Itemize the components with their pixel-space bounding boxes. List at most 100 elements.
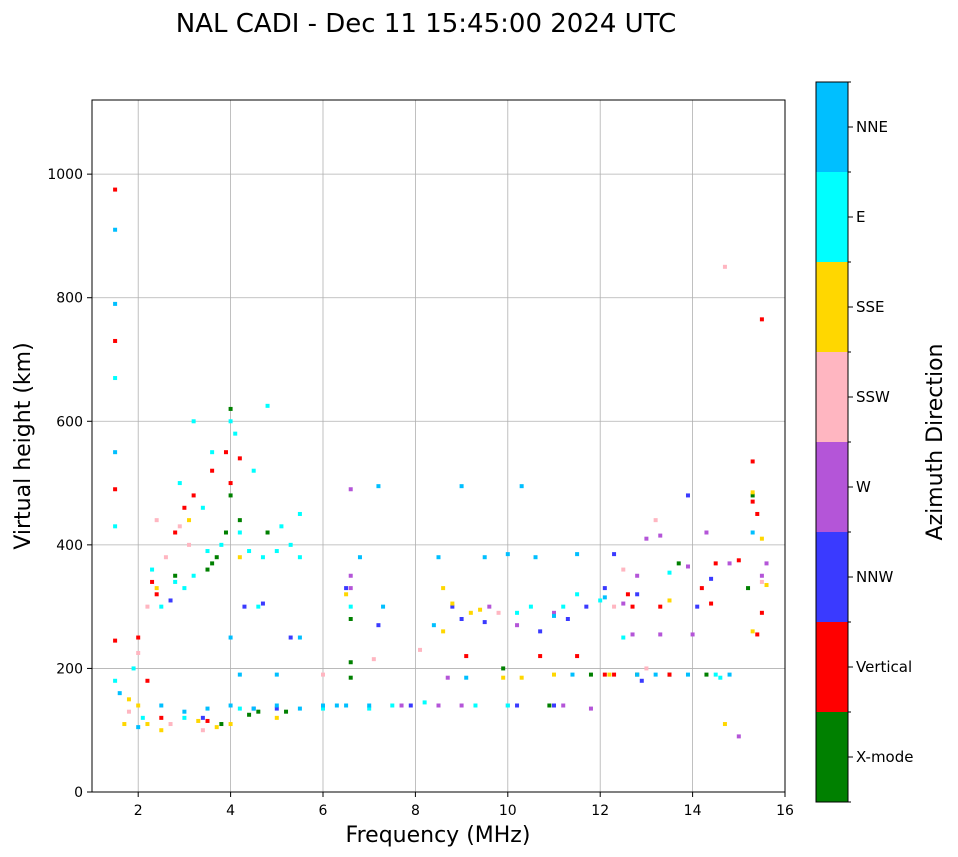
data-point-x-mode: [247, 712, 252, 717]
data-point-ssw: [163, 555, 168, 560]
data-point-vertical: [191, 493, 196, 498]
data-point-vertical: [210, 468, 215, 473]
data-point-x-mode: [501, 666, 506, 671]
x-tick-label: 14: [684, 803, 702, 819]
data-point-nnw: [515, 703, 520, 708]
data-point-nne: [376, 484, 381, 489]
plot-frame: [91, 99, 786, 793]
data-point-ssw: [759, 579, 764, 584]
data-point-vertical: [113, 187, 118, 192]
data-point-e: [182, 586, 187, 591]
data-point-sse: [154, 586, 159, 591]
colorbar-segment: [816, 442, 848, 532]
y-tick-label: 400: [56, 538, 83, 554]
data-point-e: [150, 567, 155, 572]
data-point-e: [191, 573, 196, 578]
data-point-vertical: [625, 592, 630, 597]
data-point-e: [113, 524, 118, 529]
data-point-vertical: [713, 561, 718, 566]
data-point-nne: [505, 552, 510, 557]
data-point-nnw: [552, 703, 556, 708]
data-point-nnw: [602, 586, 607, 591]
data-point-nnw: [685, 493, 690, 498]
data-point-w: [704, 530, 709, 535]
data-point-w: [621, 601, 626, 606]
data-point-nnw: [709, 576, 714, 581]
y-tick-label: 0: [74, 785, 83, 801]
x-tick-label: 16: [776, 803, 794, 819]
colorbar-segment: [816, 712, 848, 802]
x-tick-label: 4: [226, 803, 235, 819]
data-point-e: [131, 666, 136, 671]
data-point-ssw: [621, 567, 626, 572]
data-point-nne: [653, 672, 658, 677]
data-point-x-mode: [256, 709, 261, 714]
data-point-nne: [533, 555, 538, 560]
data-point-vertical: [755, 511, 760, 516]
data-point-nne: [182, 709, 187, 714]
data-point-vertical: [113, 338, 118, 343]
data-point-vertical: [736, 558, 741, 563]
data-point-x-mode: [214, 555, 219, 560]
data-point-nnw: [639, 678, 644, 683]
data-point-sse: [764, 583, 769, 588]
data-point-nne: [344, 703, 349, 708]
data-point-sse: [126, 697, 131, 702]
data-point-w: [348, 586, 353, 591]
data-point-w: [515, 623, 520, 628]
data-point-nne: [685, 672, 690, 677]
x-axis-label: Frequency (MHz): [346, 823, 531, 848]
data-point-sse: [501, 675, 506, 680]
data-point-nne: [113, 450, 118, 455]
data-point-sse: [478, 607, 483, 612]
colorbar-label: Azimuth Direction: [923, 343, 948, 540]
data-point-nnw: [168, 598, 173, 603]
data-point-e: [575, 592, 580, 597]
data-point-vertical: [575, 654, 580, 659]
data-point-w: [399, 703, 404, 708]
data-point-x-mode: [265, 530, 270, 535]
data-point-e: [321, 706, 325, 711]
data-point-e: [279, 524, 284, 529]
colorbar-segment: [816, 352, 848, 442]
data-point-nnw: [695, 604, 700, 609]
data-point-sse: [607, 672, 612, 677]
data-point-ssw: [136, 650, 141, 655]
data-point-vertical: [759, 317, 764, 322]
data-point-e: [390, 703, 395, 708]
data-point-x-mode: [704, 672, 709, 677]
data-point-e: [237, 706, 242, 711]
data-point-ssw: [644, 666, 649, 671]
data-point-nne: [357, 555, 362, 560]
data-point-nnw: [376, 623, 381, 628]
data-point-nnw: [260, 601, 265, 606]
data-point-sse: [136, 703, 141, 708]
data-point-vertical: [237, 456, 242, 461]
data-point-nne: [436, 555, 441, 560]
data-point-w: [644, 536, 649, 541]
data-point-e: [219, 542, 224, 547]
data-point-vertical: [750, 499, 755, 504]
data-point-vertical: [755, 632, 760, 637]
data-point-nnw: [344, 586, 349, 591]
colorbar-tick-label: X-mode: [856, 748, 913, 766]
data-point-e: [561, 604, 566, 609]
data-point-vertical: [205, 718, 210, 723]
data-point-sse: [552, 672, 556, 677]
colorbar-tick-label: Vertical: [856, 658, 912, 676]
data-point-x-mode: [173, 573, 178, 578]
colorbar-segment: [816, 172, 848, 262]
data-point-x-mode: [750, 493, 755, 498]
data-point-w: [561, 703, 566, 708]
data-point-nne: [297, 635, 302, 640]
data-point-e: [237, 530, 242, 535]
data-point-sse: [750, 629, 755, 634]
data-point-x-mode: [676, 561, 681, 566]
data-point-nne: [228, 635, 233, 640]
data-point-sse: [196, 718, 201, 723]
data-point-w: [685, 564, 690, 569]
axis-ticks: 2 4 6 8 10 12 14 16 0 200 400 600 800 1000: [47, 167, 794, 819]
data-point-e: [113, 376, 118, 381]
data-point-sse: [145, 722, 150, 727]
x-tick-label: 2: [134, 803, 143, 819]
